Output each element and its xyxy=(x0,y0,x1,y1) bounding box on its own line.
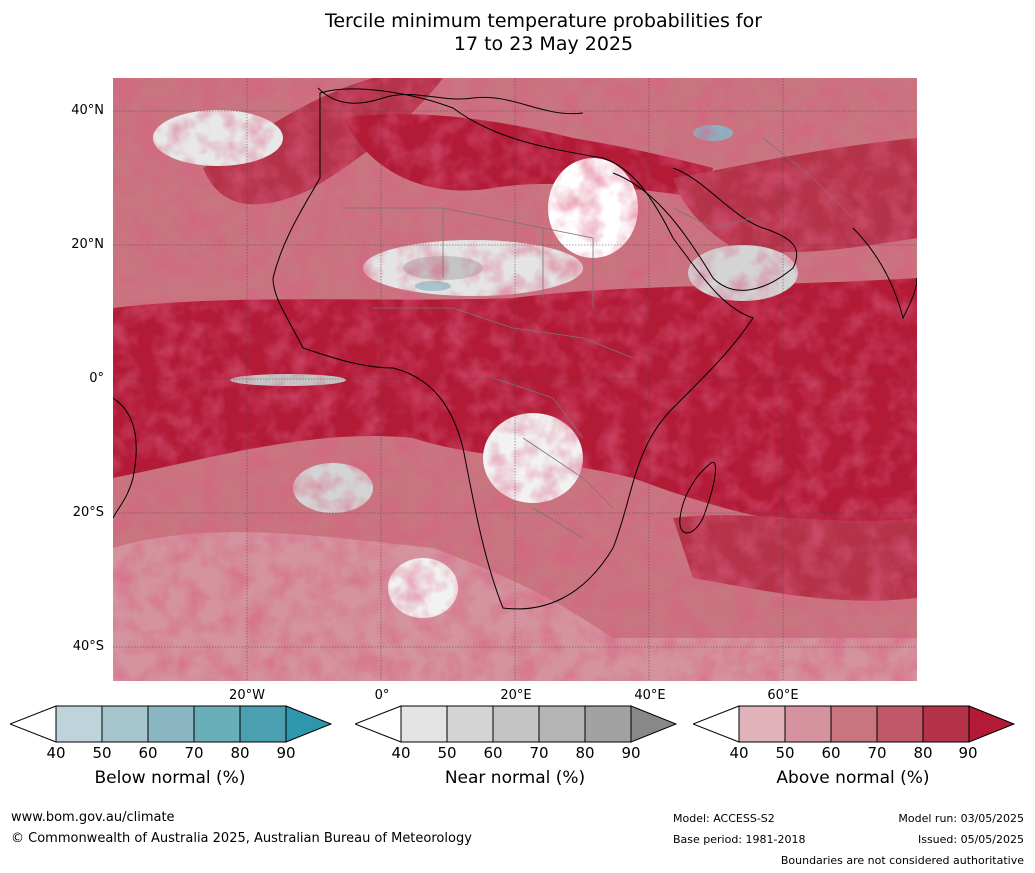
cbar-above-tick-60: 60 xyxy=(821,744,841,762)
india-coastline xyxy=(852,227,917,320)
map-title: Tercile minimum temperature probabilitie… xyxy=(0,10,1035,56)
cbar-near-segment-3 xyxy=(492,705,540,743)
cbar-above-tick-90: 90 xyxy=(958,744,978,762)
cbar-near-tick-80: 80 xyxy=(575,744,595,762)
colorbar-below-normal xyxy=(10,705,332,743)
arabia-coastline xyxy=(612,167,798,291)
lon-label-20e: 20°E xyxy=(500,688,532,703)
cbar-near-tick-40: 40 xyxy=(391,744,411,762)
lat-label-40n: 40°N xyxy=(71,103,104,118)
lon-label-20w: 20°W xyxy=(229,688,265,703)
footer-model: Model: ACCESS-S2 xyxy=(673,812,775,825)
cbar-below-title: Below normal (%) xyxy=(94,768,246,788)
cbar-near-segment-6 xyxy=(630,705,677,743)
cbar-near-tick-90: 90 xyxy=(621,744,641,762)
cbar-below-segment-0 xyxy=(10,705,57,743)
cbar-above-segment-1 xyxy=(738,705,786,743)
cbar-below-tick-40: 40 xyxy=(46,744,66,762)
cbar-near-title: Near normal (%) xyxy=(444,768,586,788)
cbar-below-segment-2 xyxy=(101,705,149,743)
lat-label-0: 0° xyxy=(89,371,104,386)
cbar-below-tick-50: 50 xyxy=(92,744,112,762)
cbar-near-segment-0 xyxy=(355,705,402,743)
colorbar-near-normal xyxy=(355,705,677,743)
cbar-above-title: Above normal (%) xyxy=(776,768,930,788)
cbar-above-tick-50: 50 xyxy=(775,744,795,762)
title-line-1: Tercile minimum temperature probabilitie… xyxy=(324,10,763,32)
probability-map xyxy=(113,78,917,681)
cbar-above-segment-4 xyxy=(876,705,924,743)
cbar-below-segment-3 xyxy=(147,705,195,743)
title-line-2: 17 to 23 May 2025 xyxy=(453,33,634,55)
europe-coastline xyxy=(317,87,584,115)
cbar-below-tick-80: 80 xyxy=(230,744,250,762)
lat-label-40s: 40°S xyxy=(72,639,104,654)
africa-coastline xyxy=(272,88,754,610)
graticule xyxy=(113,78,917,681)
footer-issued: Issued: 05/05/2025 xyxy=(917,833,1024,846)
cbar-above-tick-80: 80 xyxy=(913,744,933,762)
country-borders xyxy=(343,137,854,539)
footer-copyright: © Commonwealth of Australia 2025, Austra… xyxy=(11,831,472,846)
footer-disclaimer: Boundaries are not considered authoritat… xyxy=(780,854,1024,867)
footer-model-run: Model run: 03/05/2025 xyxy=(898,812,1024,825)
cbar-near-segment-1 xyxy=(400,705,448,743)
madagascar-coastline xyxy=(679,461,716,534)
cbar-above-segment-6 xyxy=(968,705,1015,743)
cbar-near-tick-60: 60 xyxy=(483,744,503,762)
cbar-below-tick-60: 60 xyxy=(138,744,158,762)
cbar-above-segment-5 xyxy=(922,705,970,743)
footer-base-period: Base period: 1981-2018 xyxy=(673,833,806,846)
lon-label-60e: 60°E xyxy=(767,688,799,703)
cbar-below-tick-90: 90 xyxy=(276,744,296,762)
cbar-near-segment-5 xyxy=(584,705,632,743)
cbar-near-tick-50: 50 xyxy=(437,744,457,762)
cbar-above-tick-70: 70 xyxy=(867,744,887,762)
cbar-below-segment-5 xyxy=(239,705,287,743)
cbar-below-segment-6 xyxy=(285,705,332,743)
lon-label-0: 0° xyxy=(374,688,390,703)
colorbar-above-normal xyxy=(693,705,1015,743)
cbar-near-tick-70: 70 xyxy=(529,744,549,762)
lat-label-20s: 20°S xyxy=(72,505,104,520)
map-canvas xyxy=(113,78,917,681)
cbar-above-segment-3 xyxy=(830,705,878,743)
cbar-above-tick-40: 40 xyxy=(729,744,749,762)
footer-url: www.bom.gov.au/climate xyxy=(11,810,175,825)
cbar-near-segment-4 xyxy=(538,705,586,743)
cbar-below-tick-70: 70 xyxy=(184,744,204,762)
cbar-below-segment-1 xyxy=(55,705,103,743)
cbar-above-segment-0 xyxy=(693,705,740,743)
cbar-near-segment-2 xyxy=(446,705,494,743)
south-america-coastline xyxy=(113,397,137,519)
lon-label-40e: 40°E xyxy=(634,688,666,703)
cbar-below-segment-4 xyxy=(193,705,241,743)
cbar-above-segment-2 xyxy=(784,705,832,743)
lat-label-20n: 20°N xyxy=(71,237,104,252)
